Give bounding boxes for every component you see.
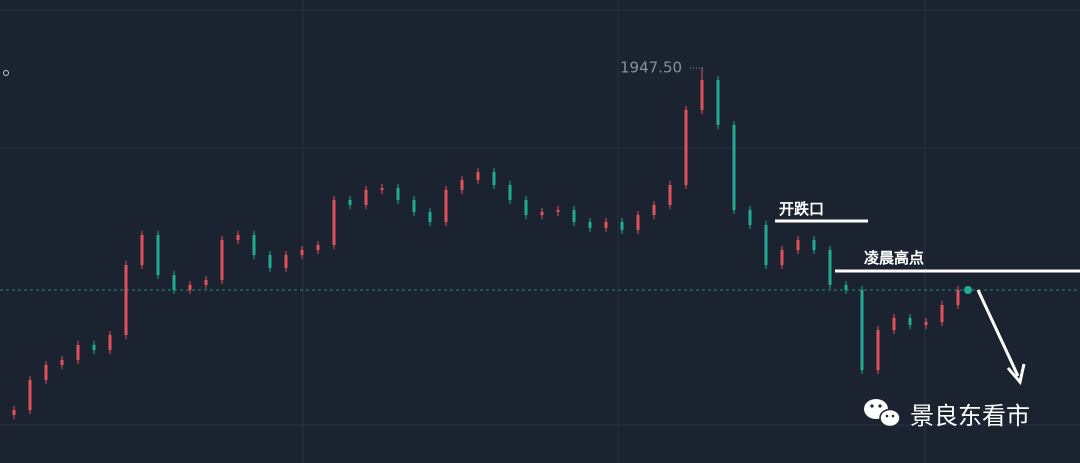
candle-body: [316, 245, 320, 250]
marker: [3, 70, 9, 76]
candle-body: [268, 255, 272, 268]
arrow: [976, 289, 1020, 377]
candle-body: [364, 190, 368, 205]
candle-body: [444, 190, 448, 222]
candle-body: [956, 290, 960, 305]
candle-body: [828, 250, 832, 285]
candle-body: [556, 210, 560, 212]
candle-body: [140, 235, 144, 265]
candle-body: [476, 172, 480, 180]
candle-body: [636, 215, 640, 230]
high-label: 1947.50: [620, 59, 682, 77]
candle-body: [908, 318, 912, 325]
candle-body: [188, 285, 192, 290]
candle-body: [860, 290, 864, 370]
candle-body: [588, 222, 592, 228]
candle-body: [892, 318, 896, 330]
candle-body: [684, 110, 688, 185]
candle-body: [812, 240, 816, 250]
candle-body: [524, 200, 528, 215]
candle-body: [748, 210, 752, 225]
watermark: 景良东看市: [910, 402, 1030, 430]
candle-body: [108, 335, 112, 350]
candles: 1947.50: [0, 59, 1080, 419]
candle-body: [652, 205, 656, 215]
candle-body: [204, 280, 208, 285]
candle-body: [92, 345, 96, 350]
candle-body: [332, 200, 336, 245]
candle-body: [764, 225, 768, 265]
candle-body: [124, 265, 128, 335]
current-marker: [964, 286, 972, 294]
candle-body: [44, 365, 48, 380]
candle-body: [940, 305, 944, 322]
annotation: 开跌口: [779, 200, 824, 218]
candle-body: [844, 285, 848, 290]
candle-body: [492, 172, 496, 185]
candle-body: [876, 330, 880, 370]
candle-body: [12, 410, 16, 415]
wechat-icon: [864, 399, 901, 428]
candle-body: [924, 322, 928, 325]
candle-body: [220, 240, 224, 280]
candle-body: [460, 180, 464, 190]
arrow-head: [1006, 363, 1026, 386]
candle-body: [300, 250, 304, 255]
candle-body: [620, 222, 624, 230]
candle-body: [396, 188, 400, 200]
candle-body: [60, 360, 64, 365]
candle-body: [28, 380, 32, 410]
candle-body: [540, 212, 544, 215]
candle-body: [428, 212, 432, 222]
candle-body: [668, 185, 672, 205]
candle-body: [716, 80, 720, 125]
candle-body: [604, 222, 608, 228]
candle-body: [172, 275, 176, 290]
candle-body: [284, 255, 288, 268]
candle-body: [508, 185, 512, 200]
candle-body: [572, 210, 576, 222]
candle-body: [252, 235, 256, 255]
candle-body: [76, 345, 80, 360]
candle-body: [780, 250, 784, 265]
candle-body: [796, 240, 800, 250]
candle-body: [412, 200, 416, 212]
candle-body: [236, 235, 240, 240]
candle-body: [348, 200, 352, 205]
annotation: 凌晨高点: [864, 249, 924, 267]
candle-body: [156, 235, 160, 275]
candle-body: [700, 80, 704, 110]
candle-body: [732, 125, 736, 210]
candle-body: [380, 188, 384, 190]
